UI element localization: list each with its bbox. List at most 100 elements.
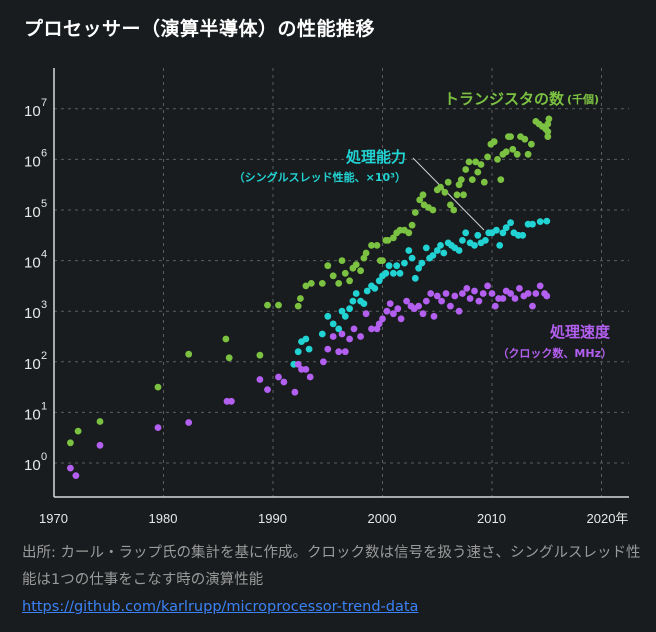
y-tick-exponent: 0	[41, 451, 47, 463]
data-point	[306, 373, 314, 381]
data-point	[318, 330, 326, 338]
data-point	[447, 201, 454, 209]
data-point	[455, 307, 463, 315]
data-point	[390, 310, 397, 318]
data-point	[324, 345, 332, 353]
data-point	[536, 218, 544, 226]
y-tick-label: 10	[24, 153, 41, 170]
data-point	[408, 254, 416, 262]
data-point	[453, 191, 461, 199]
data-point	[433, 247, 441, 254]
source-link[interactable]: https://github.com/karlrupp/microprocess…	[22, 599, 419, 615]
data-point	[394, 305, 402, 313]
data-point	[418, 259, 426, 267]
data-point	[405, 247, 413, 254]
data-point	[154, 424, 162, 431]
data-point	[96, 418, 104, 425]
x-tick-label: 1980	[149, 511, 178, 526]
data-point	[335, 348, 343, 356]
label-clock-title: 処理速度	[549, 323, 611, 341]
data-point	[390, 269, 397, 277]
data-point	[502, 224, 510, 232]
data-point	[401, 259, 408, 267]
data-point	[516, 285, 523, 292]
data-point	[509, 145, 517, 153]
data-point	[471, 287, 478, 295]
data-point	[379, 257, 386, 264]
data-point	[362, 310, 370, 318]
y-tick-exponent: 3	[41, 299, 47, 311]
data-point	[363, 287, 371, 295]
data-point	[511, 295, 519, 302]
data-point	[405, 229, 413, 237]
data-point	[154, 383, 162, 391]
data-point	[302, 282, 310, 290]
data-point	[429, 206, 437, 214]
data-point	[437, 242, 444, 249]
data-point	[491, 302, 499, 310]
data-point	[416, 196, 424, 204]
data-point	[382, 269, 390, 277]
data-point	[411, 274, 419, 282]
data-point	[451, 292, 459, 300]
data-point	[544, 128, 552, 136]
data-point	[294, 360, 302, 368]
data-point	[463, 285, 471, 292]
data-point	[96, 441, 104, 449]
data-point	[536, 282, 544, 290]
data-point	[462, 166, 470, 173]
data-point	[415, 264, 422, 272]
page-title: プロセッサー（演算半導体）の性能推移	[24, 18, 376, 40]
data-point	[462, 229, 470, 237]
data-point	[335, 280, 343, 287]
x-tick-label: 2010	[477, 511, 506, 526]
data-point	[543, 292, 551, 300]
label-performance-title: 処理能力	[345, 148, 406, 166]
data-point	[302, 366, 310, 373]
data-point	[490, 138, 498, 146]
data-point	[396, 269, 404, 277]
data-point	[397, 315, 405, 323]
data-point	[329, 320, 337, 328]
y-tick-exponent: 4	[41, 249, 47, 261]
data-point	[390, 234, 397, 242]
data-point	[475, 297, 483, 305]
data-point	[302, 335, 310, 343]
data-point	[521, 135, 529, 143]
data-point	[368, 242, 375, 249]
y-tick-exponent: 7	[41, 97, 47, 109]
data-point	[528, 140, 535, 148]
data-point	[544, 133, 552, 141]
data-point	[341, 348, 349, 356]
data-point	[477, 161, 485, 168]
data-point	[357, 267, 364, 275]
data-point	[427, 290, 435, 297]
data-point	[455, 247, 463, 254]
data-point	[341, 312, 349, 320]
data-point	[297, 295, 304, 302]
data-point	[447, 302, 454, 310]
data-point	[385, 262, 393, 270]
data-point	[280, 378, 288, 386]
data-point	[222, 335, 230, 343]
data-point	[545, 115, 553, 123]
data-point	[444, 178, 452, 186]
y-tick-label: 10	[24, 305, 41, 322]
data-point	[324, 312, 332, 320]
data-point	[430, 312, 438, 320]
data-point	[379, 315, 386, 323]
y-tick-exponent: 2	[41, 350, 47, 362]
data-point	[543, 217, 551, 225]
data-point	[294, 302, 302, 310]
data-point	[228, 397, 235, 405]
data-point	[493, 226, 500, 234]
data-point	[350, 325, 358, 333]
data-point	[305, 345, 313, 353]
data-point	[532, 290, 540, 297]
data-point	[264, 301, 271, 309]
data-point	[275, 373, 282, 381]
data-point	[383, 307, 391, 315]
y-tick-label: 10	[24, 204, 41, 221]
data-point	[291, 388, 299, 396]
data-point	[419, 191, 427, 199]
